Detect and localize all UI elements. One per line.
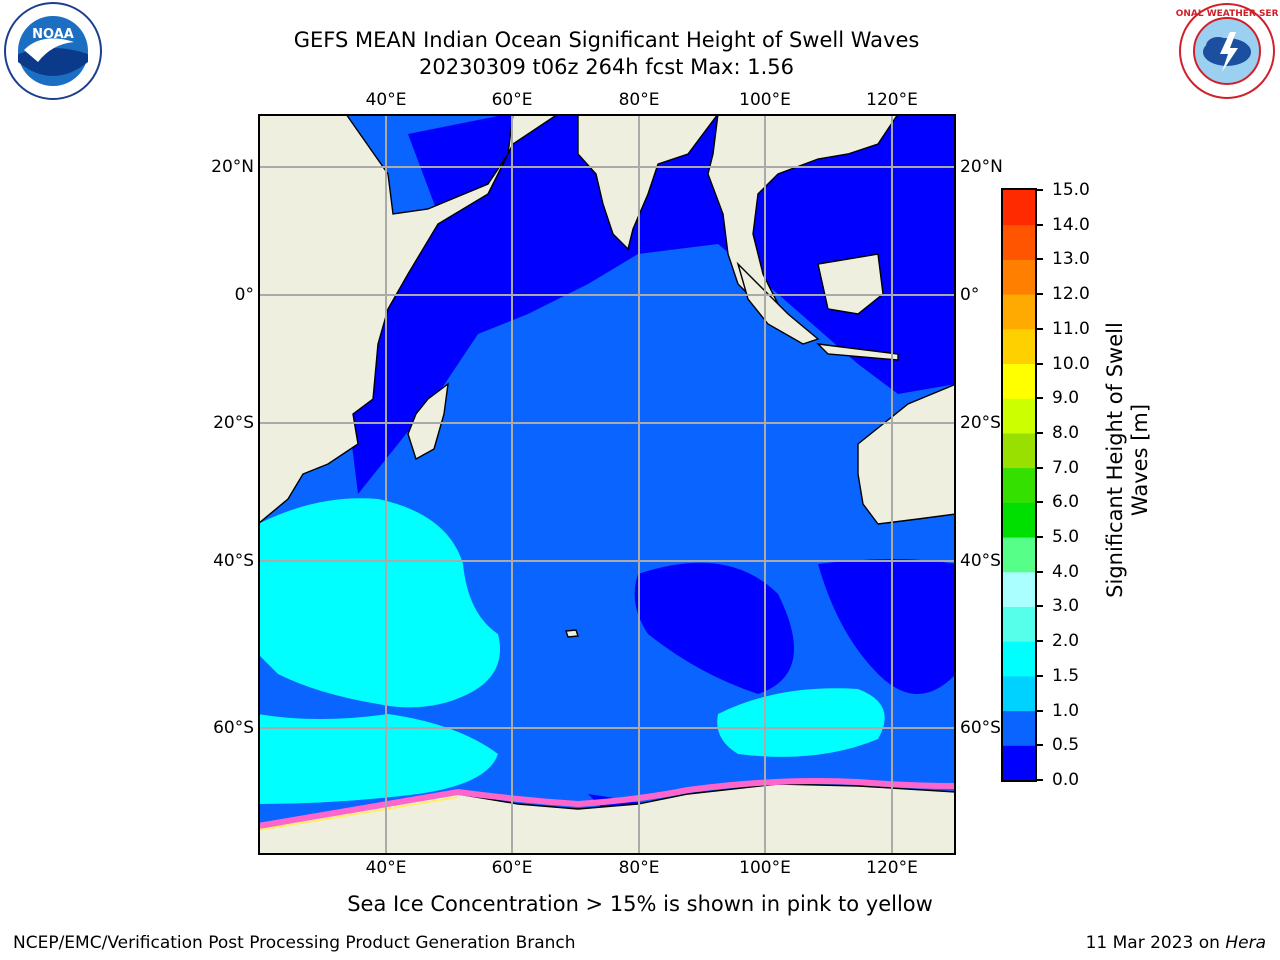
lon-tick-top-40: 40°E [365, 90, 407, 110]
colorbar-tick-mark [1037, 293, 1043, 296]
colorbar-swatch [1003, 606, 1035, 642]
lat-tick-right-20s: 20°S [960, 413, 1001, 433]
colorbar-swatch [1003, 675, 1035, 712]
colorbar-tick-label: 15.0 [1052, 180, 1090, 200]
colorbar-label: Significant Height of Swell Waves [m] [1103, 322, 1152, 598]
colorbar-swatch [1003, 398, 1035, 434]
colorbar-tick-label: 12.0 [1052, 284, 1090, 305]
colorbar-tick-label: 3.0 [1052, 596, 1080, 617]
colorbar-tick-label: 4.0 [1052, 561, 1080, 582]
colorbar-frame [1001, 188, 1037, 782]
colorbar-tick-label: 11.0 [1052, 318, 1090, 339]
lat-tick-left-20s: 20°S [213, 413, 254, 433]
sea-ice-edge [260, 778, 954, 829]
lon-tick-top-80: 80°E [618, 90, 660, 110]
graticule [260, 116, 954, 853]
colorbar-swatch [1003, 190, 1035, 226]
colorbar-tick-mark [1037, 779, 1043, 781]
colorbar-tick-mark [1037, 744, 1043, 747]
footer-date: 11 Mar 2023 on Hera [1086, 932, 1266, 954]
colorbar-tick-mark [1037, 536, 1043, 539]
noaa-text: NOAA [32, 27, 74, 42]
colorbar-tick-label: 1.5 [1052, 665, 1080, 686]
map-frame [258, 114, 956, 855]
sea-ice-edge-high [260, 796, 459, 831]
footer-date-text: 11 Mar 2023 on [1085, 933, 1226, 953]
colorbar-tick-mark [1037, 189, 1043, 191]
lat-tick-left-0: 0° [234, 285, 254, 305]
colorbar-swatch [1003, 363, 1035, 399]
colorbar-tick-mark [1037, 223, 1043, 226]
ocean-moderate-swell [260, 498, 885, 804]
map-title: GEFS MEAN Indian Ocean Significant Heigh… [293, 28, 920, 52]
colorbar-tick-mark [1037, 501, 1043, 504]
footer-credit: NCEP/EMC/Verification Post Processing Pr… [13, 933, 576, 953]
sea-ice-caption: Sea Ice Concentration > 15% is shown in … [347, 892, 933, 916]
colorbar-swatch [1003, 571, 1035, 607]
lon-tick-bottom-60: 60°E [491, 858, 533, 878]
lon-tick-top-100: 100°E [739, 90, 791, 110]
lon-tick-bottom-40: 40°E [365, 858, 407, 878]
colorbar-swatch [1003, 328, 1035, 365]
colorbar-swatch [1003, 641, 1035, 677]
colorbar-tick-mark [1037, 397, 1043, 400]
lat-tick-right-40s: 40°S [960, 551, 1001, 571]
lon-tick-top-60: 60°E [491, 90, 533, 110]
colorbar [1001, 188, 1037, 782]
colorbar-swatch [1003, 745, 1035, 781]
noaa-logo: NOAA [4, 2, 102, 100]
lat-tick-left-60s: 60°S [213, 718, 254, 738]
lon-tick-bottom-100: 100°E [739, 858, 791, 878]
colorbar-tick-label: 8.0 [1052, 422, 1080, 443]
land-masses [260, 116, 954, 853]
lat-tick-right-20n: 20°N [960, 157, 1003, 177]
colorbar-tick-mark [1037, 640, 1043, 643]
map-plot [258, 114, 956, 855]
lon-tick-bottom-120: 120°E [866, 858, 918, 878]
colorbar-swatch [1003, 710, 1035, 746]
colorbar-tick-mark [1037, 674, 1043, 677]
colorbar-tick-mark [1037, 466, 1043, 469]
colorbar-tick-mark [1037, 570, 1043, 573]
lat-tick-left-20n: 20°N [211, 157, 254, 177]
colorbar-swatch [1003, 537, 1035, 573]
colorbar-tick-label: 6.0 [1052, 492, 1080, 513]
colorbar-tick-label: 5.0 [1052, 527, 1080, 548]
lat-tick-right-0: 0° [960, 285, 980, 305]
lon-tick-top-120: 120°E [866, 90, 918, 110]
colorbar-tick-mark [1037, 362, 1043, 365]
nws-logo: NATIONAL WEATHER SERVICE [1176, 3, 1278, 99]
colorbar-tick-mark [1037, 258, 1043, 261]
colorbar-swatch [1003, 259, 1035, 295]
colorbar-tick-mark [1037, 327, 1043, 330]
colorbar-swatch [1003, 224, 1035, 260]
nws-text: NATIONAL WEATHER SERVICE [1176, 9, 1278, 19]
colorbar-tick-label: 13.0 [1052, 249, 1090, 270]
colorbar-swatch [1003, 294, 1035, 330]
colorbar-swatch [1003, 502, 1035, 538]
lon-tick-bottom-80: 80°E [618, 858, 660, 878]
colorbar-swatch [1003, 432, 1035, 469]
colorbar-tick-mark [1037, 431, 1043, 434]
colorbar-tick-label: 0.0 [1052, 770, 1080, 790]
colorbar-tick-label: 0.5 [1052, 735, 1080, 756]
colorbar-tick-label: 7.0 [1052, 457, 1080, 478]
footer-host: Hera [1225, 933, 1266, 953]
lat-tick-right-60s: 60°S [960, 718, 1001, 738]
colorbar-tick-mark [1037, 605, 1043, 608]
lat-tick-left-40s: 40°S [213, 551, 254, 571]
colorbar-tick-mark [1037, 709, 1043, 712]
colorbar-swatch [1003, 467, 1035, 503]
map-subtitle: 20230309 t06z 264h fcst Max: 1.56 [419, 55, 794, 79]
colorbar-tick-label: 1.0 [1052, 700, 1080, 721]
colorbar-tick-label: 14.0 [1052, 214, 1090, 235]
colorbar-tick-label: 9.0 [1052, 388, 1080, 409]
colorbar-tick-label: 10.0 [1052, 353, 1090, 374]
colorbar-tick-label: 2.0 [1052, 631, 1080, 652]
